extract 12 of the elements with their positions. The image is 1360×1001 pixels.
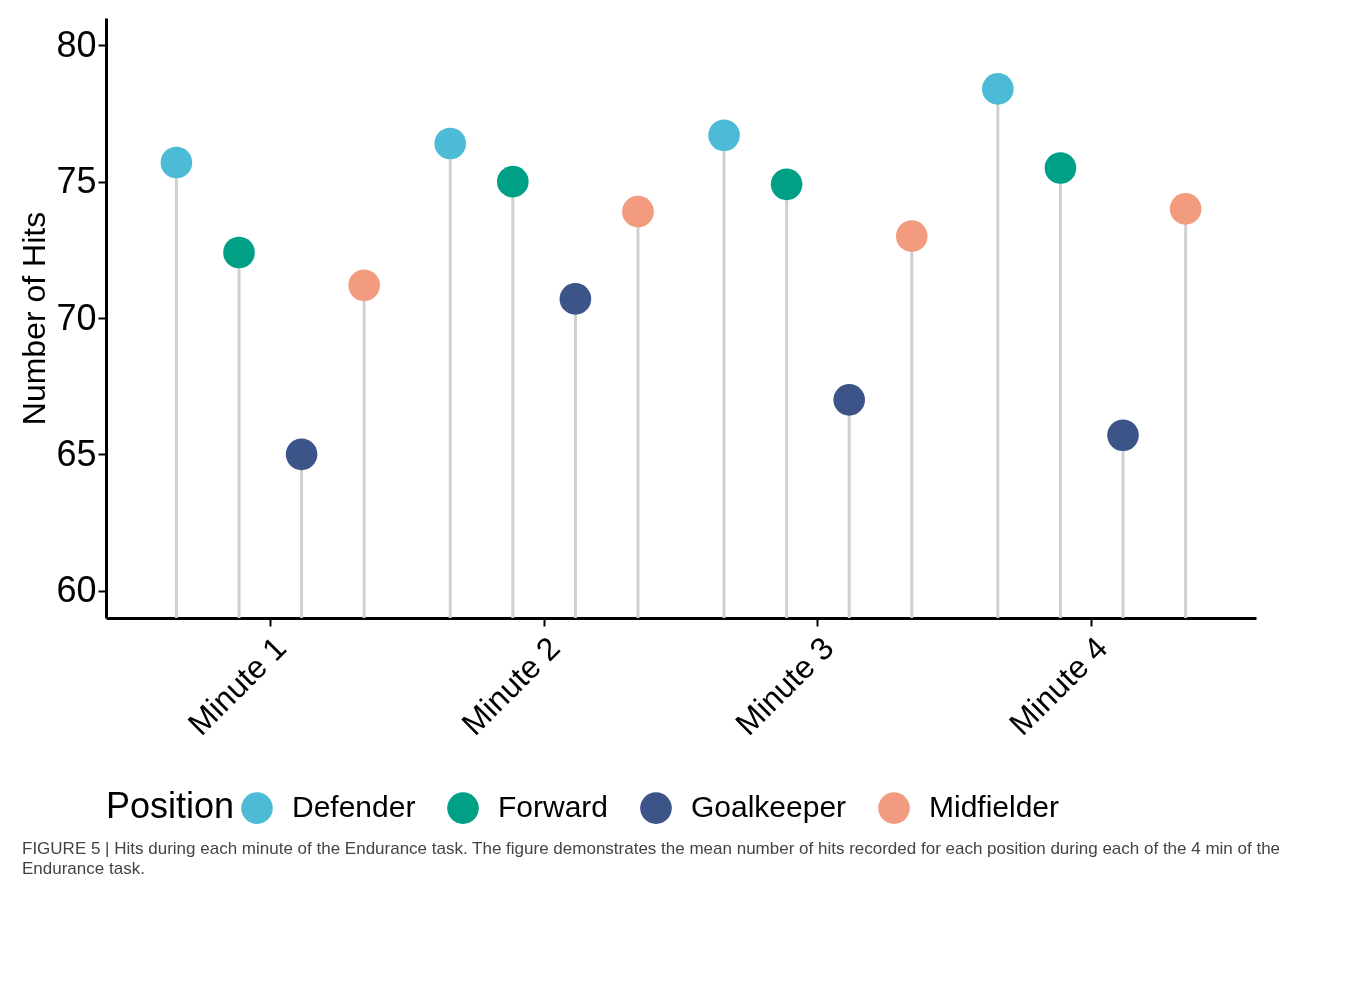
y-tick-label: 75	[56, 160, 97, 202]
legend-label: Goalkeeper	[691, 790, 847, 824]
legend-label: Forward	[498, 790, 609, 824]
legend-label: Defender	[292, 790, 416, 824]
y-tick-label: 80	[56, 23, 97, 65]
y-tick-label: 60	[56, 569, 97, 611]
y-axis-title: Number of Hits	[16, 211, 53, 426]
y-tick-label: 65	[56, 432, 97, 474]
caption: FIGURE 5 | Hits during each minute of the Endurance task. The figure demonstrates the mean number of hits recorded for each position during each of the 4 min of the Endurance task.	[22, 839, 1282, 879]
y-tick-label: 70	[56, 296, 97, 338]
legend-title: Position	[106, 785, 235, 826]
legend-label: Midfielder	[929, 790, 1060, 824]
